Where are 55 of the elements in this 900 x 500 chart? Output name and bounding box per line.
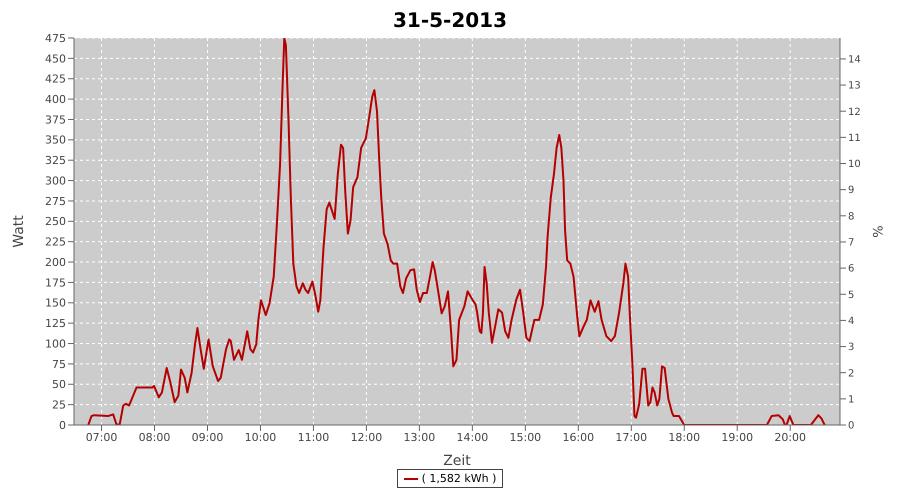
y2-tick-label: 6 <box>848 264 854 275</box>
y2-tick-label: 13 <box>848 80 861 92</box>
y-tick-label: 375 <box>45 113 66 126</box>
chart-title: 31-5-2013 <box>392 8 507 32</box>
y-tick-label: 475 <box>45 32 66 45</box>
x-tick-label: 16:00 <box>562 430 594 444</box>
y2-tick-label: 10 <box>848 159 861 170</box>
x-tick-label: 15:00 <box>509 430 542 444</box>
x-tick-label: 10:00 <box>244 430 276 444</box>
x-tick-label: 07:00 <box>86 430 118 444</box>
y-tick-label: 225 <box>45 236 66 249</box>
y2-tick-label: 14 <box>848 54 861 66</box>
y2-tick-label: 5 <box>848 290 854 301</box>
y-tick-label: 425 <box>45 72 66 86</box>
y2-tick-label: 2 <box>848 368 854 380</box>
y2-tick-label: 3 <box>848 342 854 354</box>
y-tick-label: 250 <box>45 215 66 228</box>
y2-tick-label: 9 <box>848 185 854 196</box>
x-tick-label: 08:00 <box>138 430 170 444</box>
x-tick-label: 17:00 <box>615 430 648 444</box>
x-tick-label: 13:00 <box>404 430 436 444</box>
y-axis-title: Watt <box>10 214 27 248</box>
y2-tick-label: 11 <box>848 132 861 144</box>
y-tick-label: 75 <box>52 358 66 371</box>
x-tick-label: 11:00 <box>298 430 330 444</box>
x-tick-label: 18:00 <box>668 430 700 444</box>
y-tick-label: 100 <box>45 337 66 350</box>
y-tick-label: 175 <box>45 276 66 290</box>
y2-tick-label: 1 <box>848 394 854 406</box>
x-tick-label: 20:00 <box>774 430 806 444</box>
line-series <box>87 38 826 425</box>
y2-axis-title: % <box>872 225 887 238</box>
x-tick-label: 19:00 <box>721 430 754 444</box>
y-tick-label: 125 <box>45 317 66 330</box>
y-tick-label: 50 <box>52 378 66 392</box>
y2-tick-label: 0 <box>848 420 854 432</box>
y-tick-label: 0 <box>59 418 66 432</box>
y2-tick-label: 8 <box>848 211 854 222</box>
x-axis-title: Zeit <box>443 453 472 469</box>
legend-label: ( 1,582 kWh ) <box>422 472 496 485</box>
y2-tick-label: 7 <box>848 238 854 249</box>
y2-tick-label: 4 <box>848 316 854 327</box>
y2-tick-label: 12 <box>848 106 861 118</box>
x-tick-label: 14:00 <box>456 430 488 444</box>
y-tick-label: 350 <box>45 134 66 147</box>
x-tick-label: 09:00 <box>192 430 224 444</box>
y-tick-label: 300 <box>45 174 66 188</box>
y-tick-label: 275 <box>45 194 66 208</box>
y-tick-label: 400 <box>45 93 66 106</box>
y-tick-label: 150 <box>45 296 66 310</box>
y-tick-label: 325 <box>45 154 66 168</box>
y-tick-label: 450 <box>45 52 66 66</box>
y-tick-label: 25 <box>52 398 66 412</box>
x-tick-label: 12:00 <box>350 430 382 444</box>
y-tick-label: 200 <box>45 256 66 269</box>
